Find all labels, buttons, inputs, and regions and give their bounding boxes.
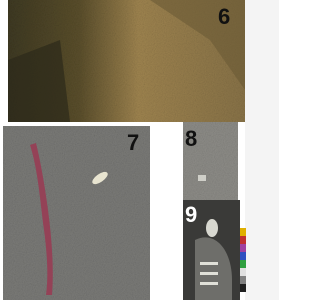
panel-label: 6: [218, 4, 230, 29]
panel-label: 9: [185, 202, 197, 227]
panel-9: 9: [183, 200, 240, 300]
panel-label: 8: [185, 126, 197, 151]
panel-7: 7: [3, 126, 150, 300]
panel-label: 7: [127, 130, 139, 155]
panel-8: 8: [183, 122, 238, 200]
color-scale: [240, 228, 246, 292]
text-strip: [245, 0, 279, 300]
figure: 6 7 8 9: [3, 0, 279, 300]
panel-6: 6: [8, 0, 245, 122]
